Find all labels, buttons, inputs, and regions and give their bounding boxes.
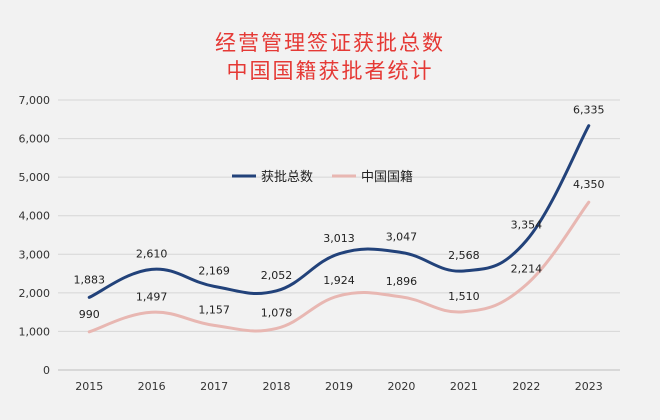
series-lines xyxy=(87,124,591,334)
y-tick-label: 1,000 xyxy=(19,325,51,338)
data-label-china: 1,078 xyxy=(261,306,293,319)
x-axis: 2015 2016 2017 2018 2019 2020 2021 2022 2023 xyxy=(75,380,603,393)
x-tick-label: 2017 xyxy=(200,380,228,393)
x-tick-label: 2021 xyxy=(450,380,478,393)
y-axis: 0 1,000 2,000 3,000 4,000 5,000 6,000 7,000 xyxy=(19,94,51,377)
chart-title-line-1: 经营管理签证获批总数 xyxy=(215,31,445,55)
data-label-total: 3,354 xyxy=(511,219,543,232)
x-tick-label: 2022 xyxy=(512,380,540,393)
legend-label-total: 获批总数 xyxy=(261,170,313,185)
data-label-total: 2,169 xyxy=(198,264,230,277)
y-tick-label: 0 xyxy=(43,364,50,377)
y-tick-label: 2,000 xyxy=(19,287,51,300)
data-label-china: 1,510 xyxy=(448,290,480,303)
data-label-china: 1,157 xyxy=(198,303,230,316)
data-label-total: 2,610 xyxy=(136,247,168,260)
data-label-china: 990 xyxy=(79,308,100,321)
chart-title-line-2: 中国国籍获批者统计 xyxy=(227,59,434,83)
data-labels: 1,883 2,610 2,169 2,052 3,013 3,047 2,568 3,354… xyxy=(73,104,604,321)
x-tick-label: 2023 xyxy=(575,380,603,393)
x-tick-label: 2020 xyxy=(387,380,415,393)
legend: 获批总数 中国国籍 xyxy=(232,169,413,185)
data-label-china: 2,214 xyxy=(511,263,543,276)
y-tick-label: 4,000 xyxy=(19,210,51,223)
legend-label-china: 中国国籍 xyxy=(361,169,413,185)
y-tick-label: 3,000 xyxy=(19,248,51,261)
data-label-total: 6,335 xyxy=(573,104,605,117)
series-line-total xyxy=(87,124,591,299)
data-label-china: 1,896 xyxy=(386,275,418,288)
data-label-china: 1,924 xyxy=(323,274,355,287)
data-label-total: 2,052 xyxy=(261,269,293,282)
data-label-total: 3,013 xyxy=(323,232,355,245)
data-label-total: 3,047 xyxy=(386,230,418,243)
data-label-total: 2,568 xyxy=(448,249,480,262)
x-tick-label: 2019 xyxy=(325,380,353,393)
chart-title: 经营管理签证获批总数 中国国籍获批者统计 xyxy=(215,31,445,83)
x-tick-label: 2016 xyxy=(138,380,166,393)
x-tick-label: 2018 xyxy=(263,380,291,393)
data-label-china: 4,350 xyxy=(573,178,605,191)
y-tick-label: 7,000 xyxy=(19,94,51,107)
y-tick-label: 6,000 xyxy=(19,133,51,146)
x-tick-label: 2015 xyxy=(75,380,103,393)
y-tick-label: 5,000 xyxy=(19,171,51,184)
data-label-china: 1,497 xyxy=(136,290,168,303)
data-label-total: 1,883 xyxy=(73,273,105,286)
